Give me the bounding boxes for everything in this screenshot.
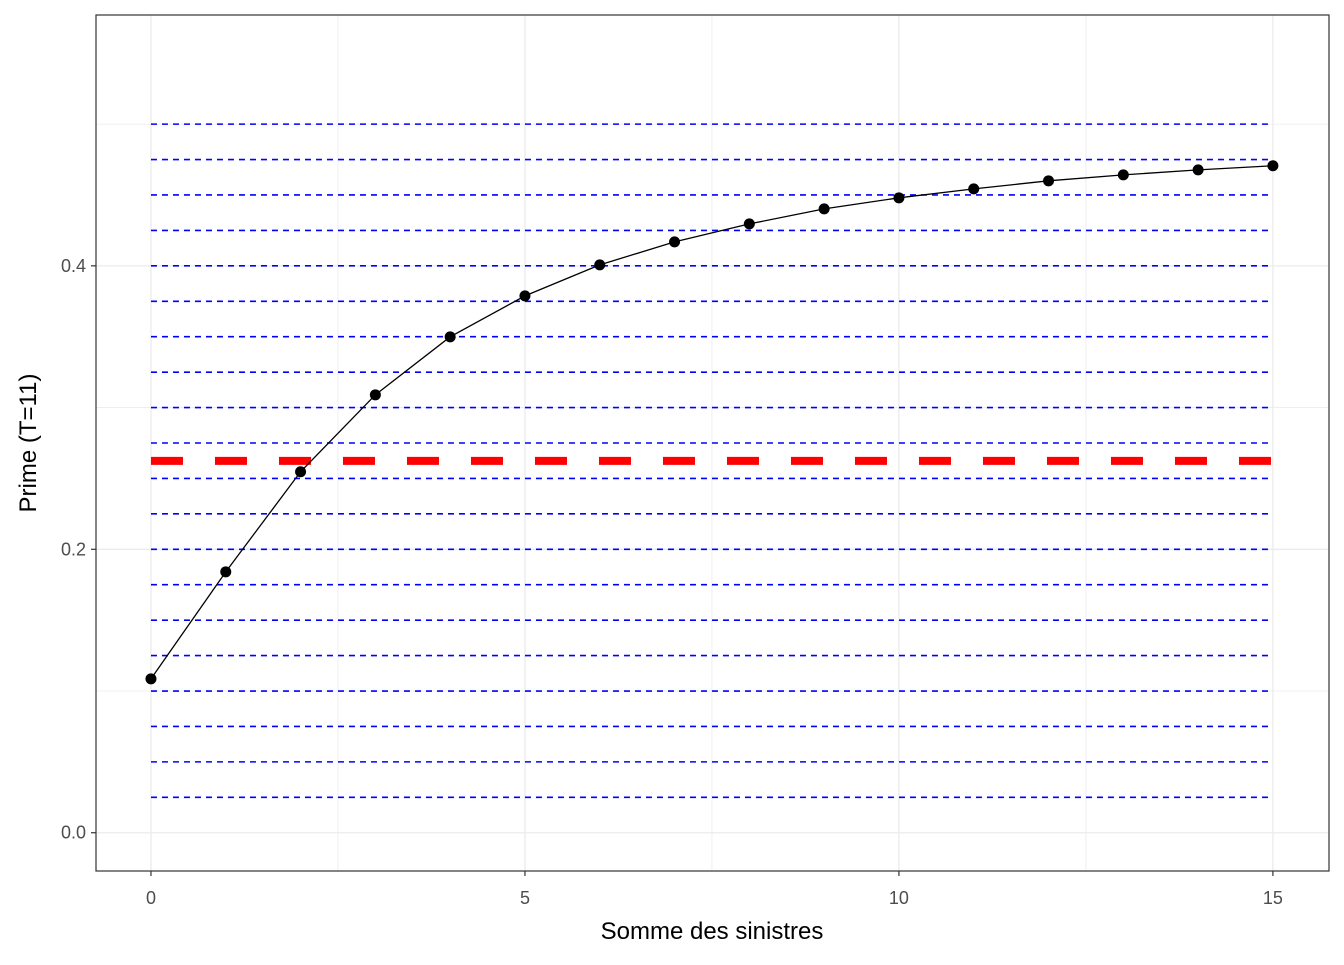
x-axis-title: Somme des sinistres: [601, 918, 824, 945]
point: [295, 466, 307, 478]
point: [145, 673, 157, 685]
point: [818, 203, 830, 215]
point: [669, 236, 681, 248]
point: [519, 290, 531, 302]
x-tick-label: 5: [520, 888, 530, 908]
point: [1192, 164, 1204, 176]
point: [968, 183, 980, 195]
point: [1117, 169, 1129, 181]
point: [444, 331, 456, 343]
point: [1043, 175, 1055, 187]
x-tick-label: 10: [889, 888, 909, 908]
point: [743, 218, 755, 230]
series-line: [150, 165, 1273, 680]
x-tick-label: 0: [146, 888, 156, 908]
panel-border: [95, 14, 1330, 872]
point: [893, 192, 905, 204]
y-tick-label: 0.4: [61, 256, 86, 276]
point: [220, 566, 232, 578]
point: [369, 389, 381, 401]
y-tick-label: 0.2: [61, 539, 86, 559]
y-axis-title: Prime (T=11): [15, 374, 42, 513]
point: [594, 259, 606, 271]
y-tick-label: 0.0: [61, 823, 86, 843]
x-tick-label: 15: [1263, 888, 1283, 908]
point: [1267, 160, 1279, 172]
